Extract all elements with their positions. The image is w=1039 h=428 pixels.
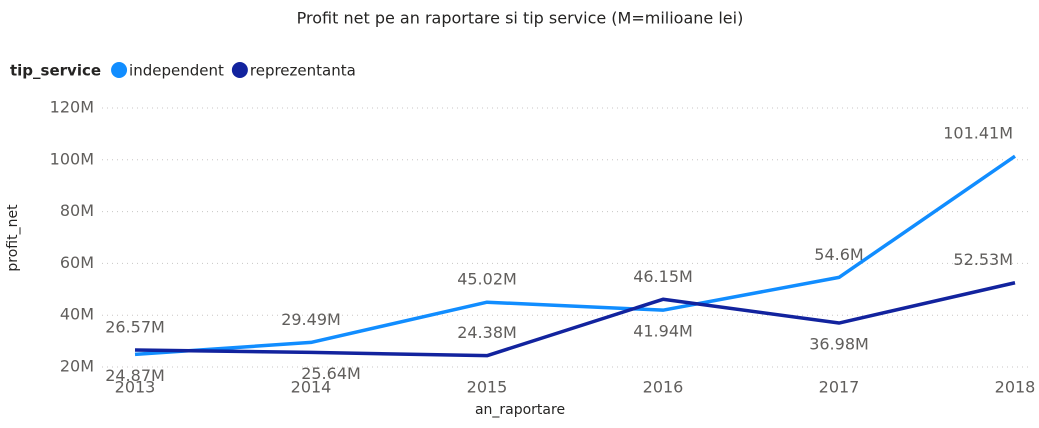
y-tick-label: 100M: [50, 149, 94, 168]
legend-label: independent: [129, 62, 224, 80]
data-label: 101.41M: [943, 124, 1013, 143]
data-label: 36.98M: [809, 335, 869, 354]
y-tick-label: 40M: [60, 305, 94, 324]
x-tick-label: 2017: [819, 378, 860, 397]
data-label: 24.38M: [457, 323, 517, 342]
data-label: 41.94M: [633, 322, 693, 341]
data-label: 25.64M: [301, 364, 361, 383]
x-tick-label: 2015: [467, 378, 508, 397]
x-tick-label: 2016: [643, 378, 684, 397]
legend-marker: [231, 62, 248, 78]
data-label: 26.57M: [105, 317, 165, 336]
data-label: 45.02M: [457, 270, 517, 289]
x-axis-label: an_raportare: [475, 402, 565, 418]
y-tick-label: 120M: [50, 98, 94, 117]
data-label: 29.49M: [281, 310, 341, 329]
y-axis-label: profit_net: [5, 204, 21, 272]
data-label: 24.87M: [105, 366, 165, 385]
line-series: [134, 281, 1016, 358]
y-tick-label: 60M: [60, 253, 94, 272]
x-tick-label: 2014: [291, 378, 332, 397]
x-tick-label: 2018: [995, 378, 1036, 397]
y-tick-label: 20M: [60, 357, 94, 376]
line-series: [134, 154, 1016, 357]
legend-title: tip_service: [10, 62, 101, 80]
data-label: 52.53M: [953, 250, 1013, 269]
data-label: 46.15M: [633, 267, 693, 286]
x-tick-label: 2013: [115, 378, 156, 397]
legend-marker: [111, 62, 128, 78]
legend-label: reprezentanta: [250, 62, 356, 80]
y-tick-label: 80M: [60, 201, 94, 220]
data-label: 54.6M: [814, 245, 863, 264]
chart-title: Profit net pe an raportare si tip servic…: [297, 9, 744, 28]
